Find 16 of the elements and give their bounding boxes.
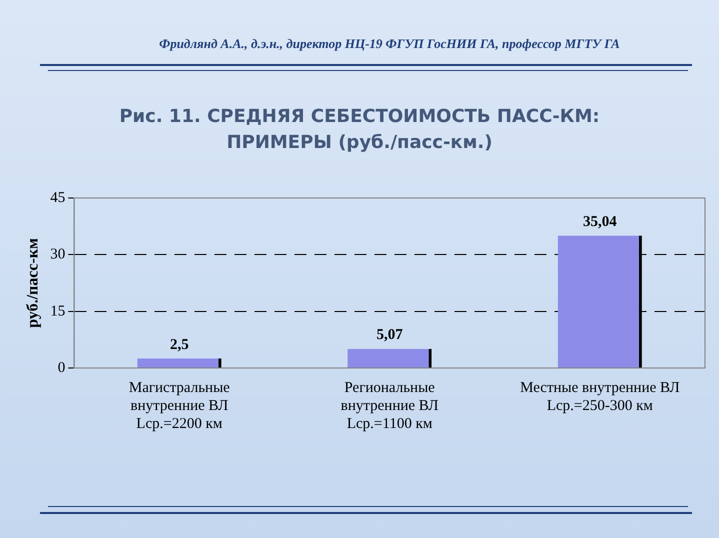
x-tick-label: Региональные внутренние ВЛ Lср.=1100 км — [340, 380, 438, 432]
bar — [348, 348, 429, 368]
data-label: 5,07 — [376, 327, 404, 344]
data-label: 2,5 — [170, 336, 189, 353]
x-tick-label: Местные внутренние ВЛ Lср.=250-300 км — [520, 380, 680, 414]
y-tick-label: 0 — [58, 360, 66, 376]
bar — [558, 236, 639, 368]
y-tick-label: 30 — [50, 246, 66, 263]
y-tick-label: 15 — [50, 303, 66, 320]
data-label: 35,04 — [582, 214, 618, 230]
x-tick-label: Магистральные внутренние ВЛ Lср.=2200 км — [128, 380, 230, 432]
bar — [137, 358, 218, 368]
text: Фридлянд А.А., д.э.н., директор НЦ-19 ФГУП ГосНИИ ГА, профессор МГТУ ГА — [158, 36, 621, 52]
y-tick-label: 45 — [50, 190, 66, 206]
chart-title: Рис. 11. СРЕДНЯЯ СЕБЕСТОИМОСТЬ ПАСС-КМ: ПРИМЕРЫ (руб./пасс-км.) — [118, 105, 601, 155]
y-axis-title: руб./пасс-км — [24, 238, 42, 328]
